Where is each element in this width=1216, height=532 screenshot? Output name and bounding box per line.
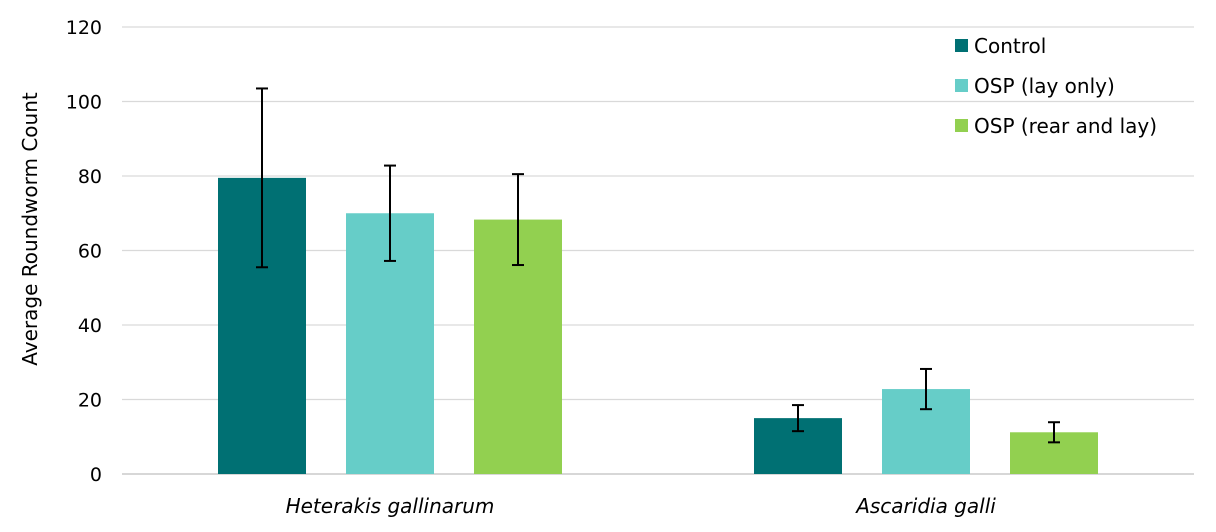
legend-label: OSP (lay only)	[974, 74, 1115, 98]
x-axis-category-labels: Heterakis gallinarum Ascaridia galli	[286, 494, 997, 518]
y-tick-label: 40	[78, 315, 102, 337]
y-tick-label: 120	[66, 17, 102, 39]
y-tick-label: 20	[78, 390, 102, 412]
error-bar	[920, 367, 932, 411]
y-tick-label: 0	[90, 464, 102, 486]
legend-swatch	[955, 119, 968, 132]
y-tick-label: 100	[66, 92, 102, 114]
legend-item: Control	[955, 34, 1046, 58]
legend-item: OSP (rear and lay)	[955, 114, 1157, 138]
y-axis-tick-labels: 0 20 40 60 80 100 120	[66, 17, 102, 486]
legend-swatch	[955, 79, 968, 92]
error-bar	[1048, 421, 1060, 444]
bars	[218, 177, 1098, 475]
y-axis-label: Average Roundworm Count	[18, 92, 42, 366]
y-tick-label: 60	[78, 241, 102, 263]
legend-swatch	[955, 39, 968, 52]
legend-label: Control	[974, 34, 1046, 58]
x-category-label: Ascaridia galli	[854, 494, 996, 518]
error-bars	[256, 87, 1060, 444]
legend-item: OSP (lay only)	[955, 74, 1115, 98]
y-tick-label: 80	[78, 166, 102, 188]
legend: Control OSP (lay only) OSP (rear and lay)	[955, 34, 1157, 138]
error-bar	[792, 404, 804, 433]
error-bar	[256, 87, 268, 269]
error-bar	[384, 164, 396, 262]
x-category-label: Heterakis gallinarum	[286, 494, 495, 518]
error-bar	[512, 173, 524, 267]
legend-label: OSP (rear and lay)	[974, 114, 1157, 138]
